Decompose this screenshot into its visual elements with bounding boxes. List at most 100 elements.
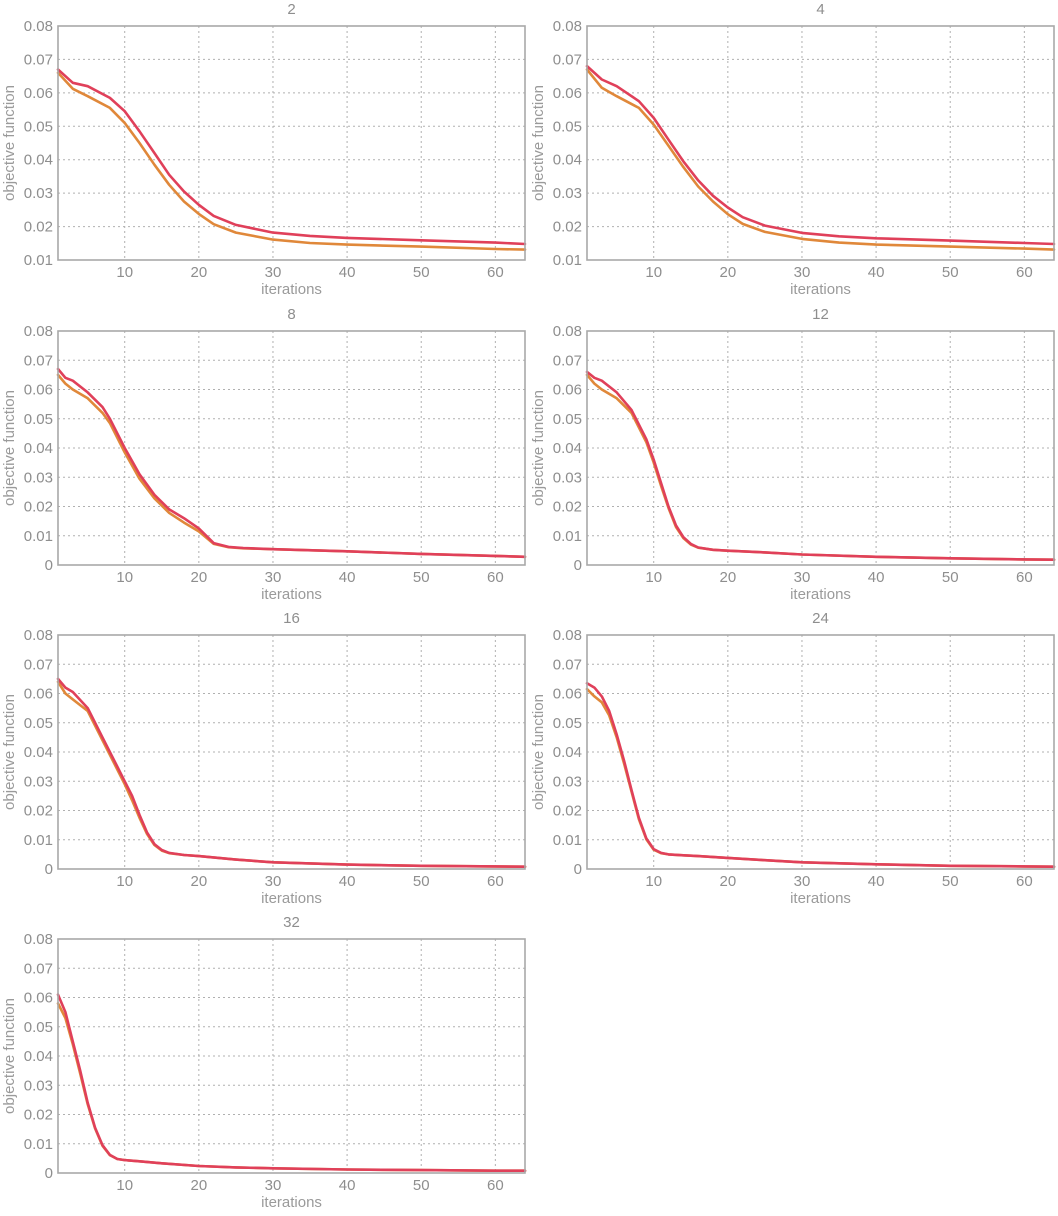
- x-tick-label: 10: [645, 569, 662, 586]
- x-tick-label: 50: [942, 569, 959, 586]
- y-tick-label: 0.04: [24, 1048, 53, 1065]
- x-axis-label: iterations: [261, 281, 322, 298]
- x-tick-label: 50: [413, 569, 430, 586]
- y-tick-label: 0.06: [24, 686, 53, 703]
- panel-title: 24: [812, 610, 829, 627]
- y-tick-label: 0.05: [24, 715, 53, 732]
- x-axis-label: iterations: [790, 281, 851, 298]
- x-tick-label: 20: [719, 873, 736, 890]
- y-tick-label: 0.05: [553, 715, 582, 732]
- axes-frame: [586, 25, 1055, 261]
- axes-frame: [57, 938, 526, 1174]
- x-axis-label: iterations: [790, 586, 851, 603]
- y-tick-label: 0.07: [553, 656, 582, 673]
- y-tick-label: 0.05: [553, 411, 582, 428]
- panel-title: 12: [812, 306, 829, 323]
- series-line-2: [56, 1002, 527, 1172]
- x-tick-label: 10: [116, 569, 133, 586]
- y-tick-label: 0.07: [24, 960, 53, 977]
- y-tick-label: 0.04: [553, 152, 582, 169]
- y-axis-label: objective function: [530, 694, 547, 810]
- panel-32: 10 20 30 40 50 60 0 0.01 0.02 0.03 0.04 0.05 0.06 0.0…: [1, 914, 527, 1211]
- x-tick-label: 60: [487, 1177, 504, 1194]
- series-line-1: [585, 64, 1056, 246]
- y-tick-label: 0.06: [24, 382, 53, 399]
- series-line-1: [585, 681, 1056, 869]
- x-tick-label: 20: [719, 264, 736, 281]
- y-tick-label: 0.02: [553, 219, 582, 236]
- y-tick-label: 0.04: [553, 744, 582, 761]
- y-tick-label: 0: [45, 557, 53, 574]
- y-axis-label: objective function: [530, 390, 547, 506]
- y-tick-label: 0.03: [553, 185, 582, 202]
- axes-frame: [57, 25, 526, 261]
- x-tick-label: 60: [1016, 873, 1033, 890]
- y-tick-label: 0.03: [24, 185, 53, 202]
- y-tick-label: 0.04: [553, 440, 582, 457]
- y-tick-label: 0.02: [24, 803, 53, 820]
- axes-frame: [57, 634, 526, 870]
- x-tick-label: 60: [487, 264, 504, 281]
- series-line-2: [56, 373, 527, 559]
- x-tick-label: 40: [339, 569, 356, 586]
- x-tick-label: 20: [719, 569, 736, 586]
- series-line-1: [56, 993, 527, 1172]
- y-axis-label: objective function: [530, 85, 547, 201]
- y-tick-label: 0.01: [553, 528, 582, 545]
- axes-frame: [586, 634, 1055, 870]
- y-tick-label: 0: [45, 1165, 53, 1182]
- y-tick-label: 0.01: [24, 1136, 53, 1153]
- x-tick-label: 10: [116, 264, 133, 281]
- panel-title: 32: [283, 914, 300, 931]
- axes-frame: [586, 330, 1055, 566]
- y-tick-label: 0.01: [24, 252, 53, 269]
- x-tick-label: 40: [868, 264, 885, 281]
- y-axis-label: objective function: [1, 390, 18, 506]
- x-tick-label: 10: [116, 1177, 133, 1194]
- x-tick-label: 60: [487, 569, 504, 586]
- series-line-1: [56, 367, 527, 559]
- y-tick-label: 0.06: [553, 686, 582, 703]
- y-tick-label: 0.02: [553, 499, 582, 516]
- y-tick-label: 0.05: [553, 118, 582, 135]
- y-tick-label: 0.02: [24, 499, 53, 516]
- panel-title: 2: [287, 1, 295, 18]
- panel-16: 10 20 30 40 50 60 0 0.01 0.02 0.03 0.04 0.05 0.06 0.0…: [1, 610, 527, 907]
- series-line-1: [56, 68, 527, 246]
- y-tick-label: 0.06: [553, 382, 582, 399]
- x-tick-label: 40: [339, 873, 356, 890]
- y-tick-label: 0.02: [24, 219, 53, 236]
- series-line-2: [585, 68, 1056, 251]
- series-line-1: [585, 370, 1056, 562]
- x-tick-label: 30: [794, 569, 811, 586]
- x-tick-label: 20: [190, 1177, 207, 1194]
- x-tick-label: 20: [190, 264, 207, 281]
- y-tick-label: 0: [574, 861, 582, 878]
- panel-title: 16: [283, 610, 300, 627]
- x-tick-label: 30: [794, 264, 811, 281]
- y-tick-label: 0.05: [24, 1019, 53, 1036]
- x-tick-label: 60: [1016, 569, 1033, 586]
- y-axis-label: objective function: [1, 998, 18, 1114]
- panel-24: 10 20 30 40 50 60 0 0.01 0.02 0.03 0.04 0.05 0.06 0.0…: [530, 610, 1056, 907]
- series-line-2: [56, 680, 527, 869]
- y-tick-label: 0.08: [24, 323, 53, 340]
- y-tick-label: 0.01: [24, 832, 53, 849]
- y-tick-label: 0.06: [553, 85, 582, 102]
- y-tick-label: 0: [45, 861, 53, 878]
- panel-4: 10 20 30 40 50 60 0.01 0.02 0.03 0.04 0.05 0.06 0.07…: [530, 1, 1056, 298]
- x-tick-label: 50: [942, 264, 959, 281]
- x-tick-label: 50: [413, 873, 430, 890]
- y-tick-label: 0.05: [24, 411, 53, 428]
- x-tick-label: 60: [487, 873, 504, 890]
- y-axis-label: objective function: [1, 694, 18, 810]
- y-tick-label: 0.03: [24, 469, 53, 486]
- x-tick-label: 40: [868, 569, 885, 586]
- x-axis-label: iterations: [261, 586, 322, 603]
- x-tick-label: 10: [116, 873, 133, 890]
- y-tick-label: 0.03: [24, 773, 53, 790]
- y-tick-label: 0.03: [553, 469, 582, 486]
- series-line-2: [56, 71, 527, 251]
- x-tick-label: 10: [645, 873, 662, 890]
